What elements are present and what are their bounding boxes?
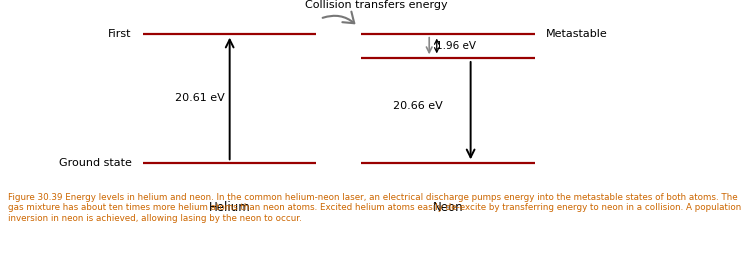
Text: First: First [108, 29, 132, 39]
Text: Neon: Neon [433, 201, 463, 214]
Text: Figure 30.39 Energy levels in helium and neon. In the common helium-neon laser, : Figure 30.39 Energy levels in helium and… [8, 193, 741, 223]
Text: Ground state: Ground state [59, 158, 132, 168]
Text: 20.66 eV: 20.66 eV [393, 101, 443, 111]
Text: Metastable: Metastable [546, 29, 608, 39]
Text: 20.61 eV: 20.61 eV [175, 94, 224, 103]
Text: Helium: Helium [209, 201, 251, 214]
Text: 1.96 eV: 1.96 eV [435, 41, 476, 51]
Text: Collision transfers energy: Collision transfers energy [305, 0, 448, 10]
FancyArrowPatch shape [322, 12, 354, 23]
